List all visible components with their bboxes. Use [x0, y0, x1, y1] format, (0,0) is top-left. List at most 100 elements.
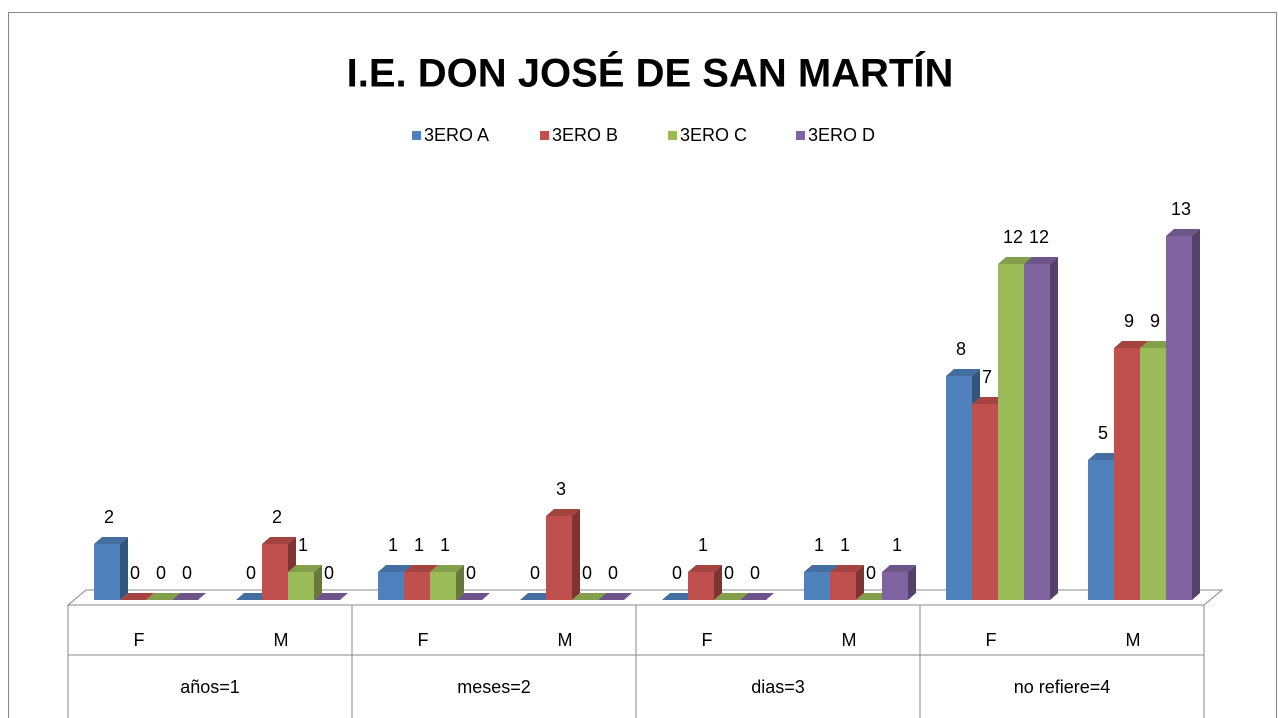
bar — [598, 593, 632, 600]
bar — [520, 593, 554, 600]
data-label: 3 — [556, 479, 566, 499]
bar-top — [288, 565, 322, 572]
bar-front — [1166, 236, 1192, 600]
group-label: dias=3 — [751, 677, 805, 697]
bar-top — [314, 593, 348, 600]
bar — [94, 537, 128, 600]
x-tick-label: F — [702, 630, 713, 650]
bar-front — [1114, 348, 1140, 600]
bar-side — [572, 509, 580, 600]
group-label: no refiere=4 — [1014, 677, 1111, 697]
bar-top — [146, 593, 180, 600]
bar-top — [172, 593, 206, 600]
bar-side — [1050, 257, 1058, 600]
data-label: 0 — [182, 563, 192, 583]
bar-side — [714, 565, 722, 600]
bar-front — [882, 572, 908, 600]
bar-top — [404, 565, 438, 572]
data-label: 1 — [840, 535, 850, 555]
group-label: años=1 — [180, 677, 240, 697]
bar-front — [946, 376, 972, 600]
data-label: 12 — [1003, 227, 1023, 247]
data-label: 0 — [466, 563, 476, 583]
bar-front — [262, 544, 288, 600]
data-label: 9 — [1124, 311, 1134, 331]
bar-front — [94, 544, 120, 600]
bar — [1024, 257, 1058, 600]
data-label: 5 — [1098, 423, 1108, 443]
bar — [740, 593, 774, 600]
x-tick-label: F — [418, 630, 429, 650]
bar — [714, 593, 748, 600]
bar — [1166, 229, 1200, 600]
bar — [856, 593, 890, 600]
floor — [66, 589, 1224, 606]
legend-swatch — [796, 131, 805, 140]
bar-top — [946, 369, 980, 376]
bar — [430, 565, 464, 600]
legend-text: 3ERO D — [808, 125, 875, 145]
data-label: 1 — [388, 535, 398, 555]
bar-side — [314, 565, 322, 600]
data-label: 0 — [608, 563, 618, 583]
bar — [314, 593, 348, 600]
x-tick-label: F — [134, 630, 145, 650]
data-label: 8 — [956, 339, 966, 359]
bar — [830, 565, 864, 600]
bar-front — [546, 516, 572, 600]
data-label: 1 — [440, 535, 450, 555]
bar-top — [1140, 341, 1174, 348]
bar — [662, 593, 696, 600]
bar-top — [378, 565, 412, 572]
bar-top — [662, 593, 696, 600]
bar-top — [804, 565, 838, 572]
data-label: 1 — [414, 535, 424, 555]
bar — [572, 593, 606, 600]
legend-swatch — [540, 131, 549, 140]
bar — [882, 565, 916, 600]
legend-text: 3ERO B — [552, 125, 618, 145]
bar-front — [1024, 264, 1050, 600]
data-label: 13 — [1171, 199, 1191, 219]
bar-front — [1088, 460, 1114, 600]
bar-front — [1140, 348, 1166, 600]
bar — [972, 397, 1006, 600]
bar-top — [972, 397, 1006, 404]
bar-top — [1166, 229, 1200, 236]
bar-side — [908, 565, 916, 600]
bar — [236, 593, 270, 600]
bar — [288, 565, 322, 600]
data-label: 0 — [530, 563, 540, 583]
bar — [546, 509, 580, 600]
bar — [456, 593, 490, 600]
bar — [146, 593, 180, 600]
data-label: 2 — [272, 507, 282, 527]
bar-top — [998, 257, 1032, 264]
bar-top — [456, 593, 490, 600]
bar-top — [520, 593, 554, 600]
legend-text: 3ERO C — [680, 125, 747, 145]
chart-title: I.E. DON JOSÉ DE SAN MARTÍN — [347, 51, 954, 96]
x-tick-label: F — [986, 630, 997, 650]
bar-front — [972, 404, 998, 600]
data-label: 0 — [582, 563, 592, 583]
data-label: 1 — [298, 535, 308, 555]
data-label: 1 — [814, 535, 824, 555]
bar-top — [1114, 341, 1148, 348]
bar-front — [688, 572, 714, 600]
data-label: 0 — [246, 563, 256, 583]
bar-front — [430, 572, 456, 600]
bar-top — [714, 593, 748, 600]
data-label: 12 — [1029, 227, 1049, 247]
data-label: 0 — [324, 563, 334, 583]
data-label: 0 — [130, 563, 140, 583]
bar-top — [120, 593, 154, 600]
bar-top — [688, 565, 722, 572]
bar-front — [804, 572, 830, 600]
data-label: 2 — [104, 507, 114, 527]
bar — [172, 593, 206, 600]
group-label: meses=2 — [457, 677, 531, 697]
legend-swatch — [668, 131, 677, 140]
x-tick-label: M — [1126, 630, 1141, 650]
